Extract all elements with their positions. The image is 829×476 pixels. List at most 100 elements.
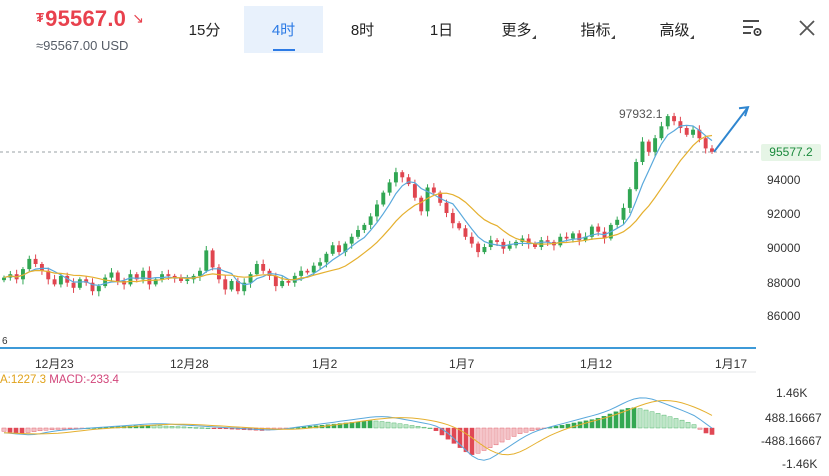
- candle-body: [450, 213, 455, 224]
- candle-body: [615, 219, 620, 225]
- x-axis-label: 1月17: [715, 357, 748, 371]
- candle-body: [356, 230, 360, 237]
- candle-body: [318, 262, 323, 266]
- y-axis-label: 88000: [767, 276, 801, 290]
- macd-bar: [631, 407, 637, 429]
- macd-bar: [163, 425, 169, 429]
- candle-body: [46, 270, 51, 280]
- candle-body: [21, 269, 25, 280]
- macd-dif-line: [3, 397, 713, 461]
- candle-body: [558, 236, 563, 246]
- macd-bar: [181, 426, 187, 429]
- macd-bar: [355, 421, 361, 429]
- candle-body: [39, 264, 44, 271]
- macd-bar: [379, 421, 385, 429]
- chart-settings-icon[interactable]: [740, 16, 764, 40]
- macd-bar: [517, 427, 523, 434]
- candle-body: [58, 275, 63, 285]
- macd-bar: [685, 422, 691, 429]
- candle-body: [311, 265, 316, 273]
- candle-body: [697, 129, 702, 139]
- candle-body: [375, 204, 379, 217]
- macd-bar: [301, 426, 307, 429]
- candle-body: [324, 253, 329, 263]
- candle-body: [153, 279, 158, 285]
- macd-bar: [487, 427, 493, 448]
- tab-label: 指标: [580, 22, 611, 39]
- tab-1d[interactable]: 1日: [402, 6, 481, 53]
- tab-label: 1日: [429, 22, 454, 39]
- macd-bar: [367, 420, 373, 429]
- macd-bar: [19, 427, 25, 434]
- candle-body: [52, 279, 57, 285]
- candle-body: [564, 236, 569, 239]
- macd-dea-line: [3, 399, 713, 456]
- dropdown-triangle-icon: [611, 35, 615, 39]
- tab-15m[interactable]: 15分: [165, 6, 244, 53]
- candle-body: [242, 282, 247, 292]
- close-icon[interactable]: [795, 16, 819, 40]
- macd-header: A:1227.3 MACD:-233.4: [0, 374, 119, 386]
- macd-bar: [1, 427, 7, 432]
- macd-bar: [559, 424, 565, 429]
- left-edge-label: 6: [2, 336, 8, 347]
- candle-body: [583, 236, 588, 241]
- currency-symbol: ₮: [36, 10, 45, 25]
- macd-bar: [157, 425, 163, 429]
- candle-body: [507, 245, 512, 249]
- macd-bar: [433, 427, 439, 432]
- candle-body: [362, 224, 367, 230]
- macd-bar: [613, 411, 619, 429]
- candle-body: [469, 236, 474, 244]
- macd-bar: [703, 427, 709, 434]
- candle-body: [665, 116, 670, 127]
- candle-body: [703, 138, 708, 149]
- candle-body: [27, 258, 32, 270]
- macd-bar: [385, 421, 391, 429]
- macd-bar: [667, 416, 673, 429]
- macd-bar: [205, 427, 211, 430]
- candle-body: [172, 275, 177, 278]
- macd-bar: [655, 413, 661, 429]
- candle-body: [596, 226, 601, 232]
- macd-bar: [457, 427, 463, 448]
- candle-body: [179, 277, 183, 281]
- y-axis-label: 92000: [767, 207, 801, 221]
- candle-body: [672, 116, 677, 122]
- candle-body: [115, 272, 120, 281]
- tab-advanced[interactable]: 高级: [639, 6, 718, 53]
- candle-body: [627, 189, 632, 208]
- macd-bar: [595, 417, 601, 429]
- candle-body: [653, 138, 658, 152]
- candle-body: [103, 277, 108, 287]
- candle-body: [77, 279, 82, 288]
- price-value: 95567.0: [45, 6, 127, 31]
- candle-body: [577, 233, 582, 241]
- macd-bar: [493, 427, 499, 446]
- tab-4h[interactable]: 4时: [244, 6, 323, 53]
- macd-bar: [463, 427, 469, 453]
- macd-bar: [439, 427, 445, 436]
- candle-body: [444, 202, 449, 213]
- macd-bar: [25, 427, 31, 433]
- macd-bar: [499, 427, 505, 443]
- candle-body: [684, 128, 689, 135]
- price-chart[interactable]: [0, 58, 829, 476]
- tab-label: 15分: [188, 22, 221, 39]
- tab-8h[interactable]: 8时: [323, 6, 402, 53]
- macd-y-label: -488.16667: [761, 434, 822, 448]
- usd-value: ≈95567.00 USD: [36, 38, 129, 53]
- tab-more[interactable]: 更多: [481, 6, 560, 53]
- macd-bar: [7, 427, 13, 433]
- macd-bar: [337, 423, 343, 429]
- candle-body: [710, 148, 714, 152]
- macd-bar: [625, 408, 631, 429]
- candle-body: [387, 182, 392, 193]
- candle-body: [147, 270, 152, 285]
- candle-body: [248, 274, 253, 283]
- candle-body: [570, 233, 575, 239]
- candle-body: [431, 187, 436, 193]
- macd-value: MACD:-233.4: [49, 374, 119, 386]
- tab-indicators[interactable]: 指标: [560, 6, 639, 53]
- candle-body: [545, 240, 550, 242]
